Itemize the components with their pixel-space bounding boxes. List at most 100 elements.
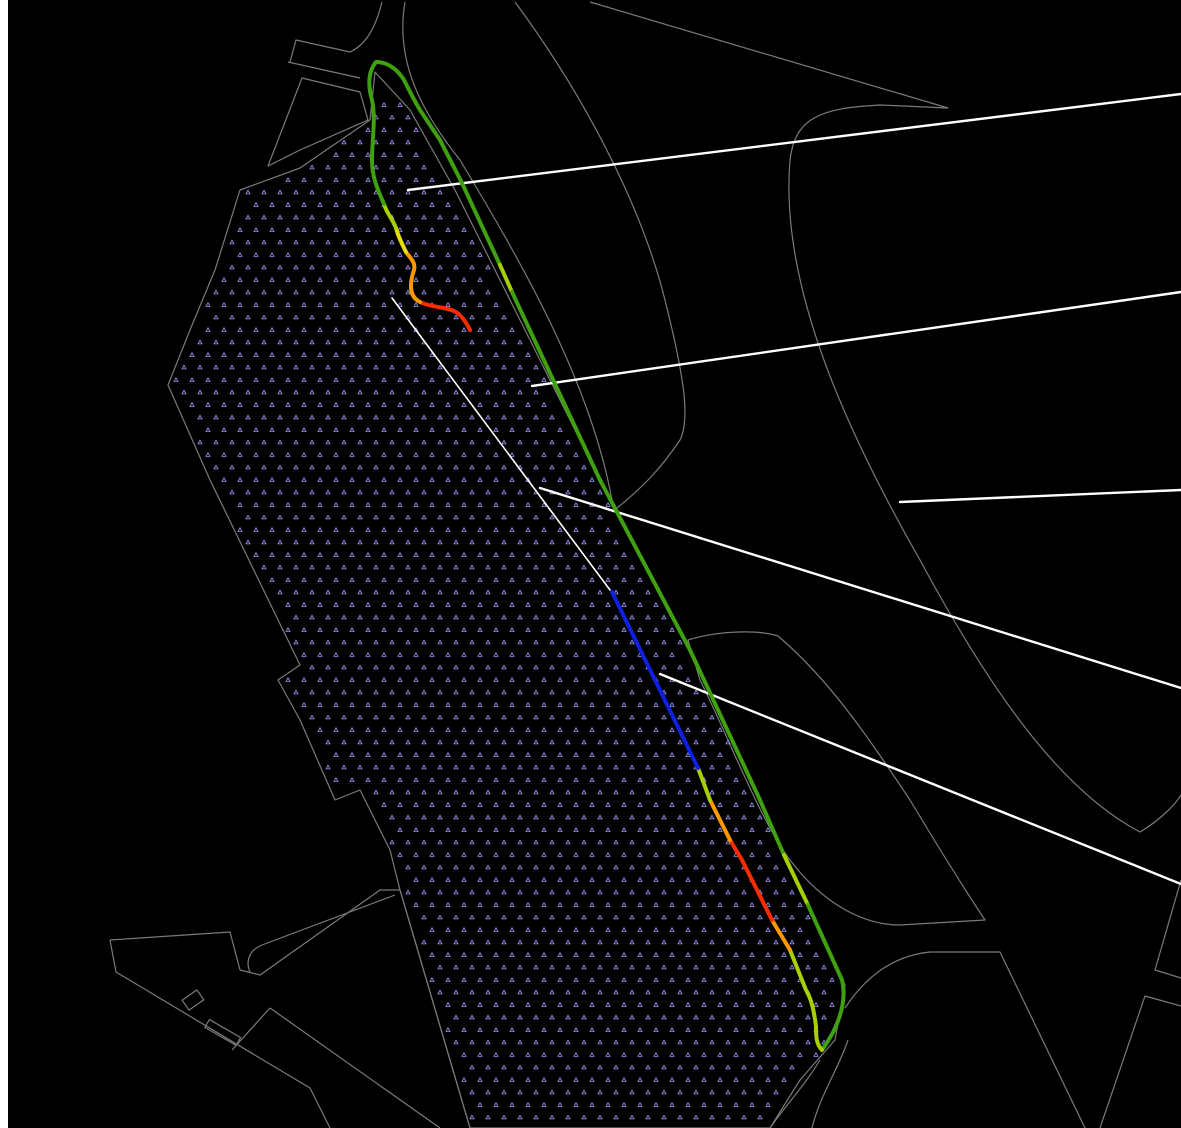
triangle-marker-icon [525,726,531,732]
triangle-marker-icon [533,814,539,820]
triangle-marker-icon [269,551,275,557]
triangle-marker-icon [621,976,627,982]
triangle-marker-icon [541,676,547,682]
triangle-marker-icon [341,539,347,545]
triangle-marker-icon [397,651,403,657]
triangle-marker-icon [621,776,627,782]
triangle-marker-icon [565,1089,571,1095]
triangle-marker-icon [525,701,531,707]
triangle-marker-icon [277,339,283,345]
triangle-marker-icon [597,639,603,645]
triangle-marker-icon [333,701,339,707]
triangle-marker-icon [733,801,739,807]
triangle-marker-icon [685,1051,691,1057]
triangle-marker-icon [277,414,283,420]
triangle-marker-icon [469,414,475,420]
triangle-marker-icon [405,714,411,720]
triangle-marker-icon [413,351,419,357]
triangle-marker-icon [717,876,723,882]
triangle-marker-icon [309,264,315,270]
triangle-marker-icon [605,926,611,932]
triangle-marker-icon [509,351,515,357]
triangle-marker-icon [357,214,363,220]
triangle-marker-icon [317,426,323,432]
triangle-marker-icon [437,814,443,820]
triangle-marker-icon [549,664,555,670]
triangle-marker-icon [413,901,419,907]
triangle-marker-icon [261,539,267,545]
triangle-marker-icon [317,376,323,382]
triangle-marker-icon [621,1101,627,1107]
triangle-marker-icon [237,276,243,282]
triangle-marker-icon [733,1076,739,1082]
triangle-marker-icon [773,914,779,920]
triangle-marker-icon [309,614,315,620]
triangle-marker-icon [477,651,483,657]
triangle-marker-icon [677,939,683,945]
triangle-marker-icon [373,314,379,320]
triangle-marker-icon [405,214,411,220]
triangle-marker-icon [509,776,515,782]
triangle-marker-icon [645,589,651,595]
triangle-marker-icon [597,764,603,770]
triangle-marker-icon [389,114,395,120]
triangle-marker-icon [485,539,491,545]
triangle-marker-icon [333,526,339,532]
triangle-marker-icon [245,464,251,470]
triangle-marker-icon [413,601,419,607]
triangle-marker-icon [557,876,563,882]
triangle-marker-icon [501,889,507,895]
triangle-marker-icon [749,851,755,857]
triangle-marker-icon [205,326,211,332]
track-segment-red [418,300,458,314]
triangle-marker-icon [397,751,403,757]
triangle-marker-icon [509,401,515,407]
triangle-marker-icon [509,701,515,707]
triangle-marker-icon [821,1014,827,1020]
triangle-marker-icon [269,576,275,582]
small-building-1 [181,989,205,1011]
triangle-marker-icon [605,801,611,807]
triangle-marker-icon [493,1051,499,1057]
triangle-marker-icon [453,764,459,770]
triangle-marker-icon [357,539,363,545]
triangle-marker-icon [589,776,595,782]
triangle-marker-icon [437,389,443,395]
triangle-marker-icon [253,301,259,307]
triangle-marker-icon [549,764,555,770]
triangle-marker-icon [333,626,339,632]
triangle-marker-icon [197,389,203,395]
triangle-marker-icon [565,814,571,820]
triangle-marker-icon [637,1051,643,1057]
triangle-marker-icon [693,689,699,695]
triangle-marker-icon [645,914,651,920]
triangle-marker-icon [501,989,507,995]
triangle-marker-icon [533,789,539,795]
triangle-marker-icon [389,539,395,545]
triangle-marker-icon [245,264,251,270]
triangle-marker-icon [501,639,507,645]
triangle-marker-icon [373,389,379,395]
triangle-marker-icon [333,651,339,657]
triangle-marker-icon [389,564,395,570]
triangle-marker-icon [461,1051,467,1057]
triangle-marker-icon [405,864,411,870]
triangle-marker-icon [437,264,443,270]
triangle-marker-icon [717,951,723,957]
triangle-marker-icon [573,551,579,557]
triangle-marker-icon [429,201,435,207]
triangle-marker-icon [437,614,443,620]
triangle-marker-icon [253,276,259,282]
triangle-marker-icon [381,276,387,282]
triangle-marker-icon [741,889,747,895]
triangle-marker-icon [261,264,267,270]
triangle-marker-icon [461,551,467,557]
triangle-marker-icon [501,439,507,445]
triangle-marker-icon [781,1076,787,1082]
triangle-marker-icon [381,601,387,607]
triangle-marker-icon [805,964,811,970]
triangle-marker-icon [341,464,347,470]
triangle-marker-icon [725,1064,731,1070]
